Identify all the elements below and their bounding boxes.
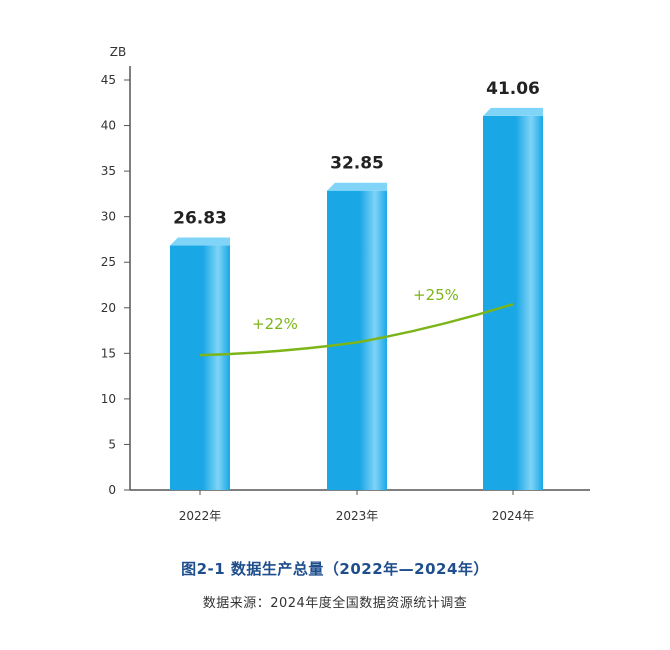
y-tick-label: 25 [101,255,116,269]
y-tick-label: 0 [108,483,116,497]
x-tick-label: 2022年 [179,509,222,523]
y-tick-label: 5 [108,437,116,451]
bar-value-label: 41.06 [486,79,540,99]
y-tick-label: 15 [101,346,116,360]
bar [327,190,387,490]
figure-caption-title: 图2-1 数据生产总量（2022年—2024年） [181,560,489,578]
bar [483,115,543,491]
growth-rate-label: +22% [252,315,298,333]
bar-value-label: 32.85 [330,154,384,174]
y-tick-label: 10 [101,392,116,406]
bar-top-face [327,182,387,191]
bar [170,245,230,490]
figure-caption-source: 数据来源：2024年度全国数据资源统计调查 [202,596,468,611]
x-tick-label: 2023年 [336,509,379,523]
y-tick-label: 45 [101,73,116,87]
growth-rate-label: +25% [413,286,459,304]
y-tick-label: 30 [101,210,116,224]
y-tick-label: 35 [101,164,116,178]
growth-trend-line [199,302,514,357]
bar-top-face [483,107,543,116]
bar-top-face [170,237,230,246]
bar-value-label: 26.83 [173,209,227,229]
y-axis-unit-label: ZB [110,45,126,59]
y-tick-label: 20 [101,301,116,315]
y-tick-label: 40 [101,119,116,133]
x-tick-label: 2024年 [492,509,535,523]
